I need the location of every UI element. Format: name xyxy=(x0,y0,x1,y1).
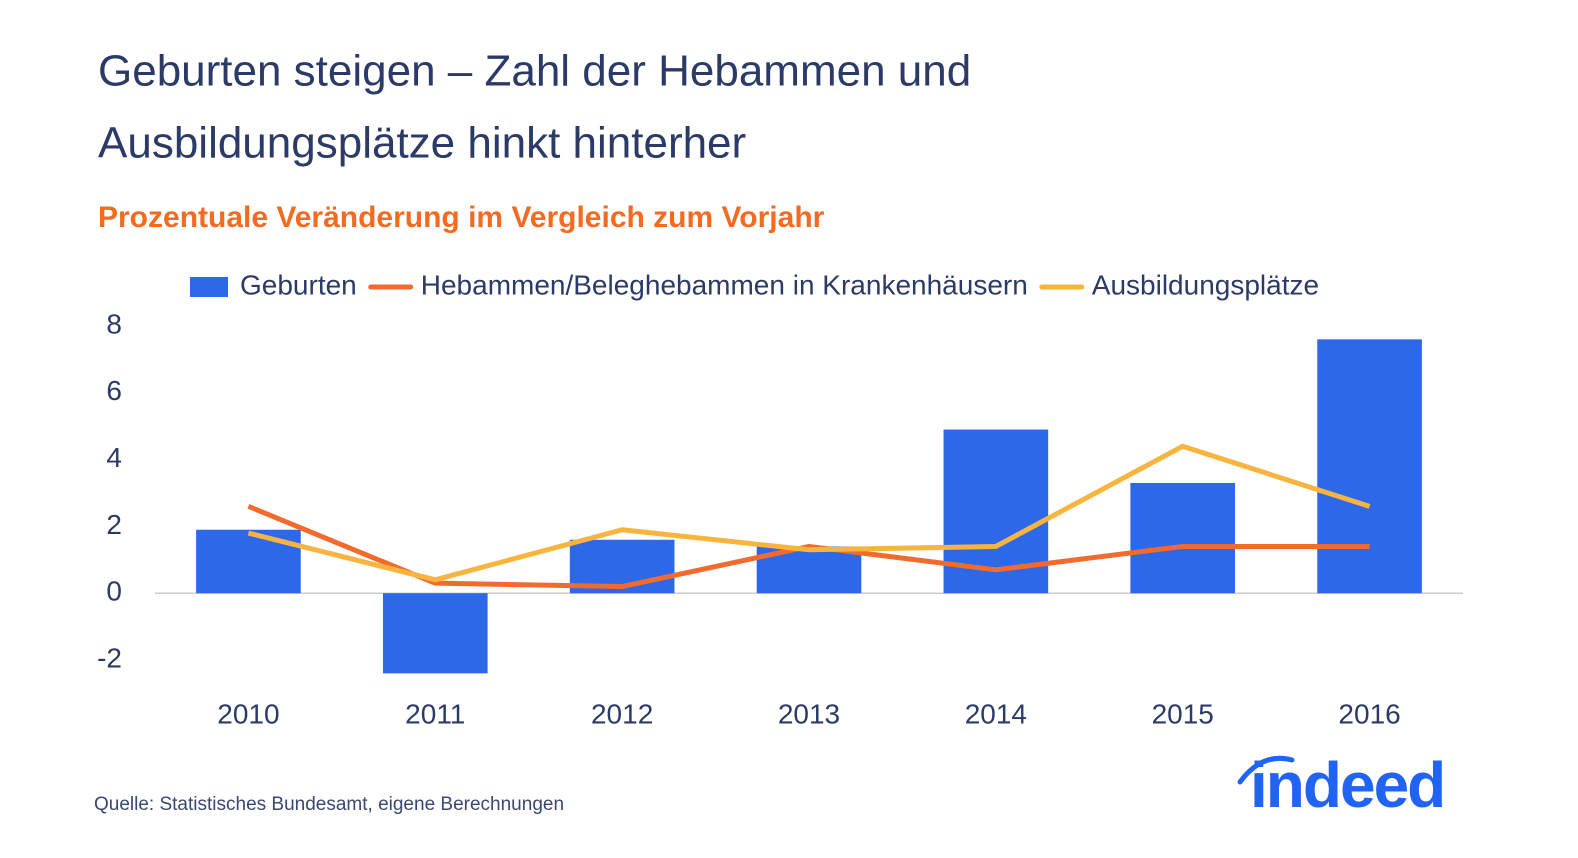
y-tick-label: 2 xyxy=(106,509,122,540)
line xyxy=(247,504,1370,590)
bar xyxy=(382,593,488,674)
chart-subtitle: Prozentuale Veränderung im Vergleich zum… xyxy=(98,201,825,234)
bar xyxy=(196,529,301,594)
legend-label: Ausbildungsplätze xyxy=(1092,269,1319,300)
x-tick-label: 2011 xyxy=(405,698,465,729)
y-tick-label: 0 xyxy=(106,576,122,607)
y-tick-label: 6 xyxy=(106,375,122,406)
logo: indeed xyxy=(1250,749,1444,821)
bar xyxy=(1317,339,1422,594)
x-tick-label: 2014 xyxy=(965,698,1027,729)
x-tick-label: 2012 xyxy=(591,698,653,729)
legend-label: Hebammen/Beleghebammen in Krankenhäusern xyxy=(421,269,1028,300)
line xyxy=(247,443,1371,583)
y-tick-label: 8 xyxy=(106,308,122,339)
source-note: Quelle: Statistisches Bundesamt, eigene … xyxy=(94,794,564,815)
y-tick-label: 4 xyxy=(106,442,122,473)
logo-arc xyxy=(1237,755,1295,785)
x-tick-label: 2010 xyxy=(217,698,279,729)
chart-title: Geburten steigen – Zahl der Hebammen und xyxy=(98,47,971,96)
y-tick-label: -2 xyxy=(97,642,122,673)
bar xyxy=(1130,482,1236,594)
legend-label: Geburten xyxy=(240,269,357,300)
x-tick-label: 2015 xyxy=(1152,698,1214,729)
x-tick-label: 2013 xyxy=(778,698,840,729)
x-tick-label: 2016 xyxy=(1338,698,1400,729)
chart-title: Ausbildungsplätze hinkt hinterher xyxy=(98,119,746,168)
legend-swatch xyxy=(190,277,228,297)
